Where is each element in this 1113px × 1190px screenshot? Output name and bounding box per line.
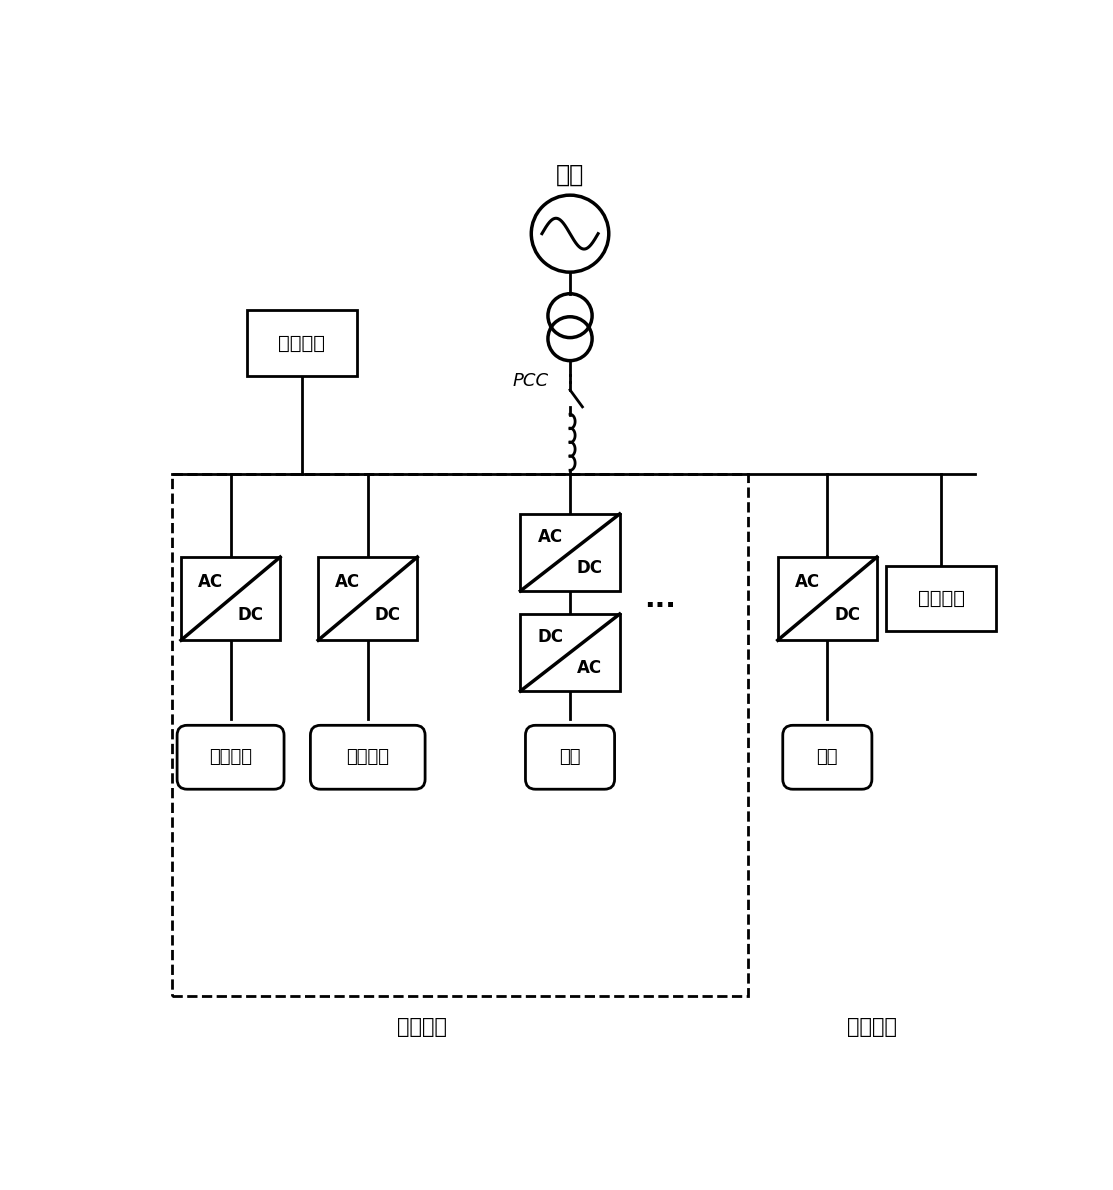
FancyBboxPatch shape [521,514,620,591]
Text: 光伏电池: 光伏电池 [209,749,252,766]
Text: PCC: PCC [512,371,549,389]
Text: 用电负荷: 用电负荷 [278,333,325,352]
FancyBboxPatch shape [181,557,280,640]
FancyBboxPatch shape [311,725,425,789]
FancyBboxPatch shape [782,725,871,789]
FancyBboxPatch shape [177,725,284,789]
FancyBboxPatch shape [778,557,877,640]
Text: AC: AC [335,574,361,591]
Text: DC: DC [237,606,264,625]
Text: AC: AC [538,528,563,546]
FancyBboxPatch shape [525,725,614,789]
Text: AC: AC [578,659,602,677]
Text: 燃料电池: 燃料电池 [346,749,390,766]
FancyBboxPatch shape [247,311,357,376]
Text: DC: DC [375,606,401,625]
Text: 从逆变器: 从逆变器 [397,1016,447,1036]
Text: DC: DC [834,606,860,625]
Text: DC: DC [577,559,603,577]
Text: ...: ... [644,584,676,613]
Text: AC: AC [795,574,820,591]
Text: 主逆变器: 主逆变器 [847,1016,896,1036]
Text: 电网: 电网 [555,163,584,187]
Text: 用电负荷: 用电负荷 [918,589,965,608]
Text: 风机: 风机 [559,749,581,766]
FancyBboxPatch shape [521,614,620,691]
Text: 储能: 储能 [817,749,838,766]
Text: DC: DC [538,628,563,646]
Text: AC: AC [198,574,224,591]
FancyBboxPatch shape [318,557,417,640]
FancyBboxPatch shape [886,566,996,632]
